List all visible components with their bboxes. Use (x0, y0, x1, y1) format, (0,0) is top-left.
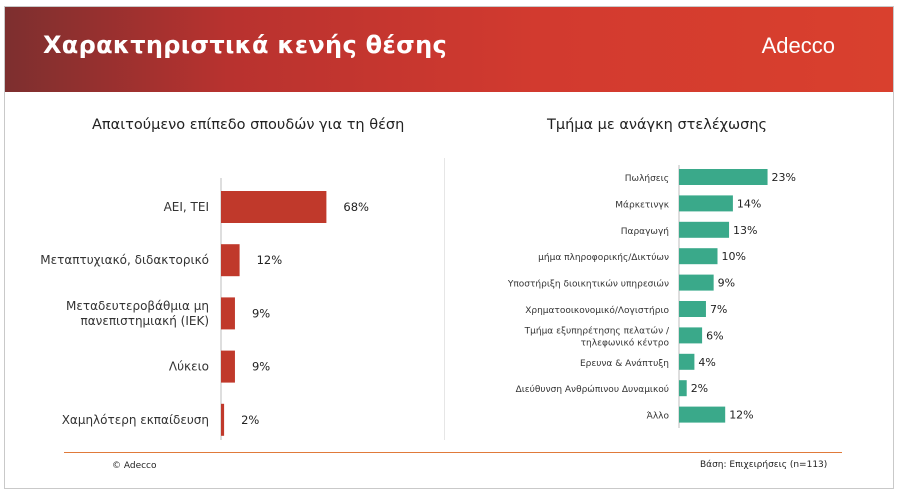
slide-header: Χαρακτηριστικά κενής θέσης Adecco (5, 7, 893, 92)
category-label: Ερευνα & Ανάπτυξη (580, 359, 669, 369)
value-label: 23% (772, 171, 796, 184)
category-label: Πωλήσεις (625, 174, 669, 184)
copyright-text: © Adecco (112, 461, 157, 471)
bar (679, 353, 695, 370)
value-label: 9% (718, 277, 735, 290)
bar (679, 221, 730, 238)
category-label: Χαμηλότερη εκπαίδευση (62, 413, 209, 427)
bar (221, 403, 225, 436)
value-label: 13% (733, 224, 757, 237)
value-label: 14% (737, 197, 761, 210)
value-label: 10% (722, 250, 746, 263)
education-chart-title: Απαιτούμενο επίπεδο σπουδών για τη θέση (92, 117, 405, 133)
category-label: Τμήμα εξυπηρέτησης πελατών / τηλεφωνικό κ… (524, 325, 670, 348)
category-label: Μάρκετινγκ (615, 200, 669, 210)
category-label: Μεταδευτεροβάθμια μη πανεπιστημιακή (ΙΕΚ) (66, 299, 209, 328)
bar (679, 406, 726, 423)
category-label: Άλλο (647, 412, 670, 422)
value-label: 68% (343, 200, 369, 214)
bar (679, 301, 706, 317)
bar (221, 350, 235, 383)
bar (679, 274, 714, 291)
category-label: Μεταπτυχιακό, διδακτορικό (40, 253, 209, 267)
bar (679, 169, 768, 185)
value-label: 12% (729, 409, 753, 422)
value-label: 4% (698, 356, 715, 369)
category-label: Διεύθυνση Ανθρώπινου Δυναμικού (516, 384, 669, 395)
bar (679, 327, 703, 344)
department-chart-title: Τμήμα με ανάγκη στελέχωσης (547, 117, 768, 133)
education-level-chart: 68% ΑΕΙ, ΤΕΙ 12% Μεταπτυχιακό, διδακτορικό 9… (40, 178, 369, 440)
bar (679, 248, 718, 265)
panel-divider (444, 158, 445, 440)
category-label: Λύκειο (169, 360, 209, 374)
category-label: Παραγωγή (621, 227, 669, 237)
value-label: 2% (691, 382, 708, 395)
bar (679, 195, 733, 212)
bar (221, 297, 235, 330)
category-label: Υποστήριξη διοικητικών υπηρεσιών (507, 279, 669, 290)
bar (221, 191, 327, 223)
value-label: 7% (710, 303, 727, 316)
bar (679, 380, 687, 397)
category-label: μήμα πληροφορικής/Δικτύων (538, 252, 669, 263)
slide-title: Χαρακτηριστικά κενής θέσης (43, 31, 447, 59)
value-label: 2% (241, 413, 259, 427)
category-label: Χρηματοοικονομικό/Λογιστήριο (525, 305, 669, 316)
value-label: 9% (252, 306, 270, 320)
value-label: 12% (257, 253, 283, 267)
value-label: 9% (252, 360, 270, 374)
adecco-logo: Adecco (761, 33, 835, 58)
value-label: 6% (706, 329, 723, 342)
sample-base-text: Βάση: Επιχειρήσεις (n=113) (700, 460, 828, 470)
department-chart: 23% Πωλήσεις 14% Μάρκετινγκ 13% Παραγωγή 10% μή… (507, 165, 796, 428)
bar (221, 244, 240, 277)
category-label: ΑΕΙ, ΤΕΙ (164, 200, 209, 214)
footer-line (64, 452, 842, 453)
